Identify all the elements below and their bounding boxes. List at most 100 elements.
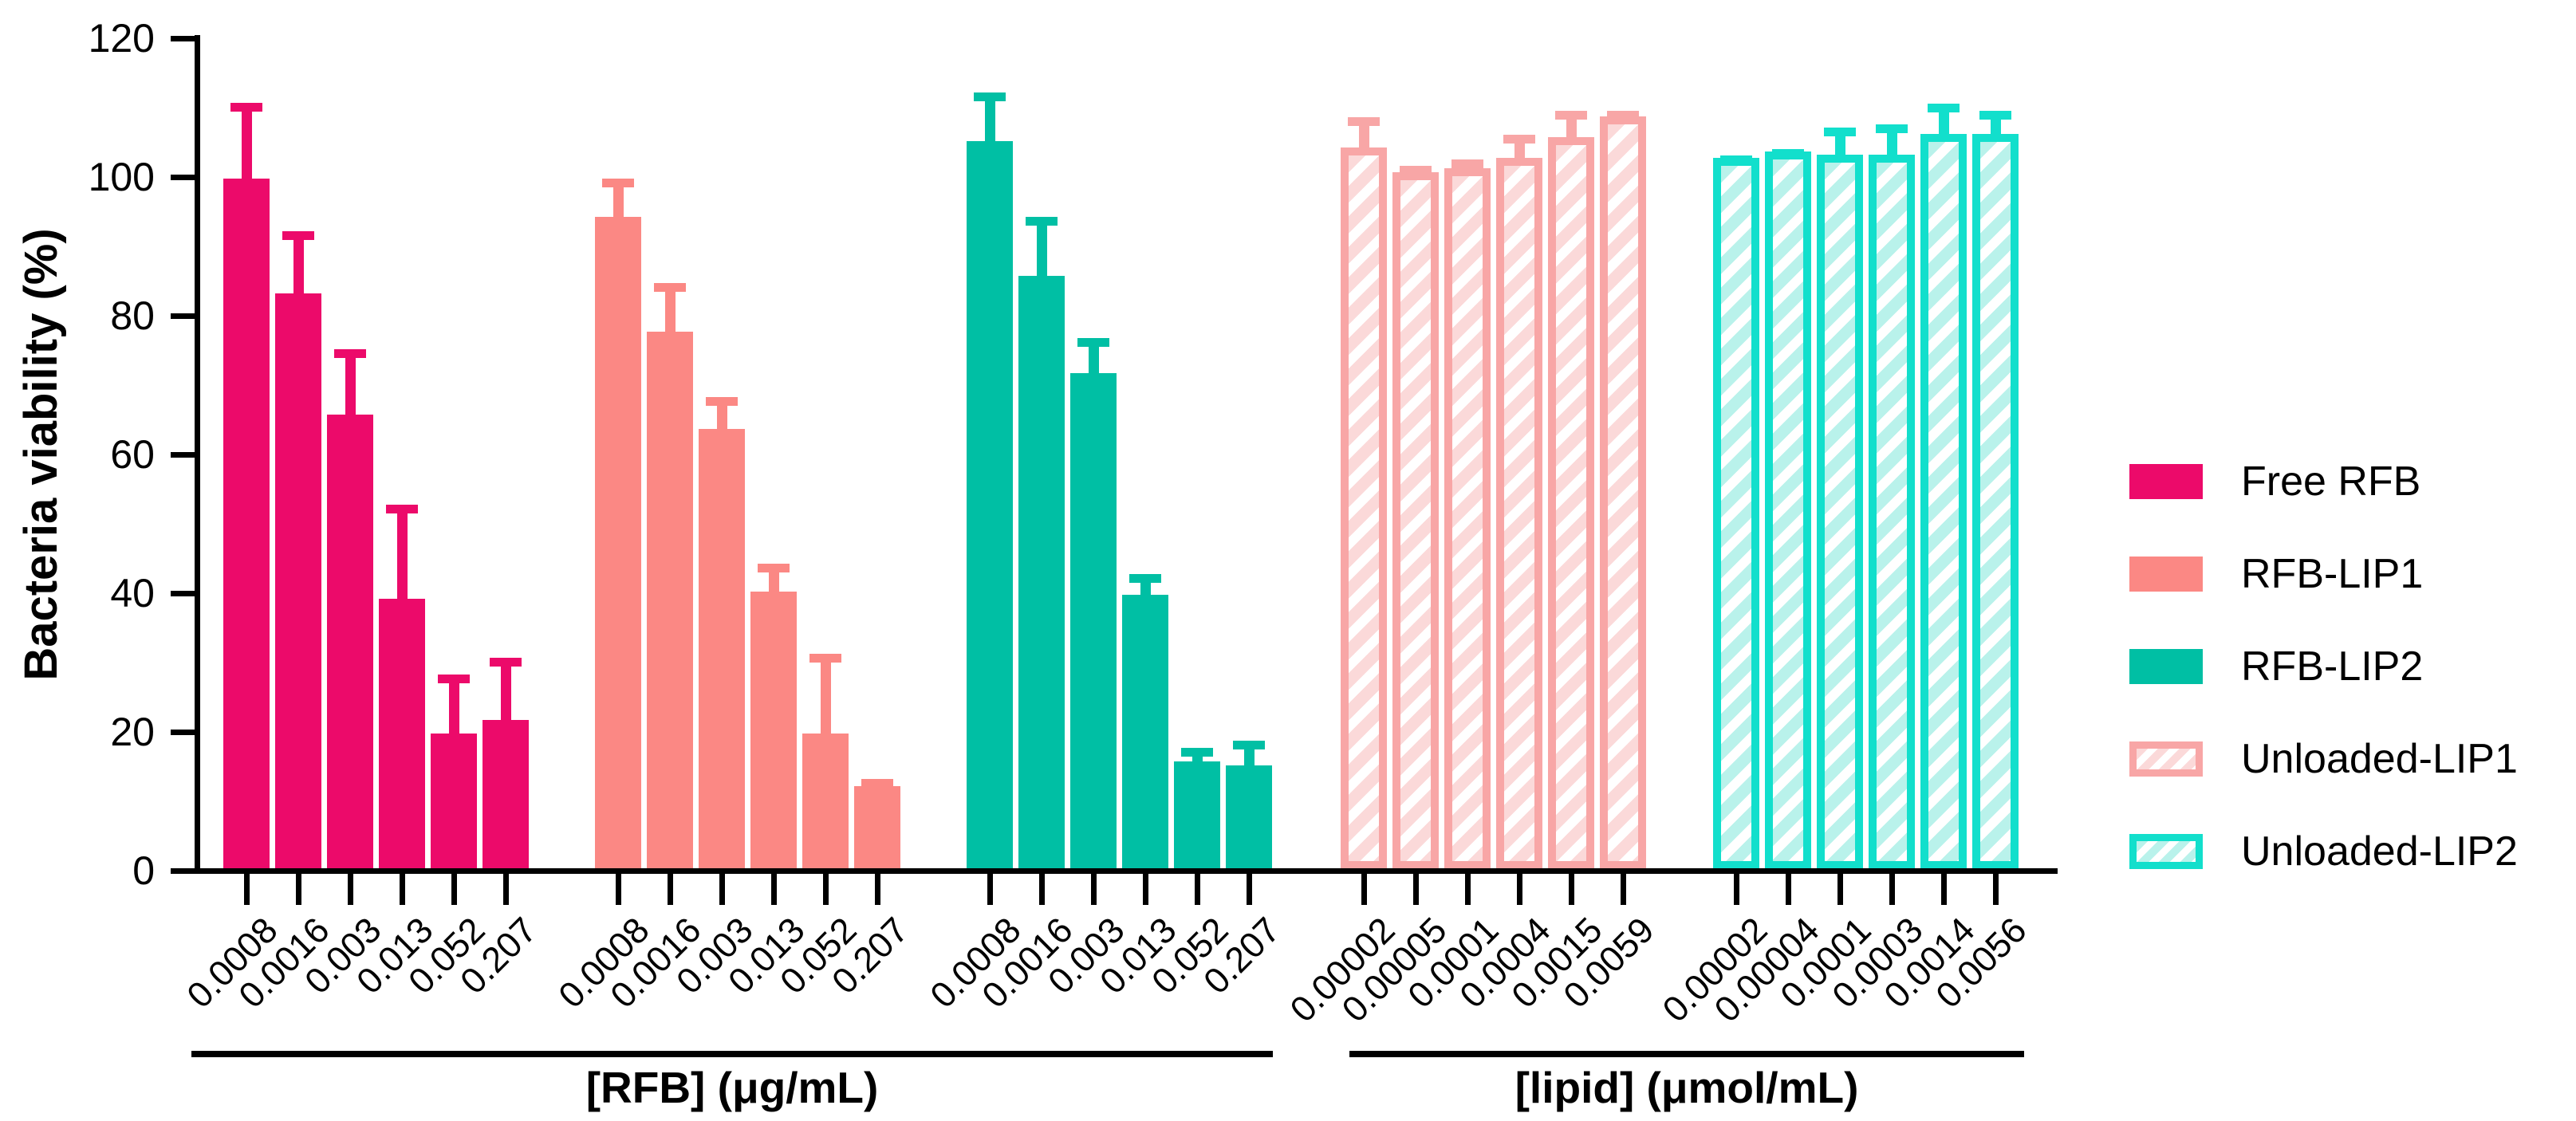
legend-row: RFB-LIP2 (2129, 643, 2518, 690)
legend-label: RFB-LIP1 (2241, 551, 2424, 597)
x-tick-mark (770, 873, 777, 905)
error-bar-stem (612, 179, 624, 218)
error-bar-cap (230, 102, 262, 112)
legend: Free RFB RFB-LIP1 RFB-LIP2 Unloaded-LIP1… (2129, 458, 2518, 875)
bar (1496, 135, 1542, 869)
x-tick-mark (1785, 873, 1791, 905)
bar-group-rfb-lip2 (967, 0, 1272, 869)
error-bar-cap (386, 505, 418, 514)
legend-swatch-rfb-lip1 (2129, 557, 2203, 592)
x-tick-mark (1412, 873, 1419, 905)
error-bar-stem (293, 230, 304, 293)
error-bar-cap (861, 778, 893, 788)
x-tick-mark (502, 873, 509, 905)
x-tick-mark (1038, 873, 1045, 905)
x-tick-mark (1361, 873, 1367, 905)
bar-group-unloaded-lip1 (1341, 0, 1646, 869)
error-bar-cap (974, 92, 1006, 101)
x-tick-mark (347, 873, 353, 905)
y-tick-label: 120 (88, 16, 155, 61)
bar (1122, 574, 1168, 869)
error-bar-stem (345, 348, 356, 415)
bar (223, 102, 270, 869)
y-tick-label: 0 (132, 848, 155, 893)
x-tick-mark (1246, 873, 1252, 905)
error-bar-cap (706, 397, 738, 407)
error-bar-stem (448, 675, 459, 734)
legend-label: Unloaded-LIP1 (2241, 736, 2518, 782)
bar-group-free-rfb (223, 0, 529, 869)
x-tick-mark (822, 873, 829, 905)
y-tick-label: 100 (88, 155, 155, 199)
error-bar-cap (282, 230, 314, 240)
bar (1765, 148, 1811, 869)
error-bar-stem (500, 657, 511, 720)
y-tick-label: 80 (110, 293, 155, 338)
y-tick-mark (171, 867, 196, 874)
bar (327, 348, 373, 869)
bar (1920, 103, 1967, 869)
x-tick-mark (1464, 873, 1471, 905)
error-bar-cap (1129, 574, 1161, 584)
bar (595, 179, 641, 869)
error-bar-stem (396, 505, 408, 599)
bar (431, 675, 477, 869)
error-bar-stem (984, 92, 995, 141)
y-tick-label: 60 (110, 432, 155, 477)
rfb-section-underline (191, 1051, 1273, 1057)
error-bar-cap (654, 282, 686, 292)
error-bar-cap (809, 654, 841, 663)
bar (699, 397, 745, 869)
error-bar-cap (1400, 166, 1432, 175)
x-tick-mark (1837, 873, 1843, 905)
bar (967, 92, 1013, 869)
bar (1174, 747, 1220, 869)
legend-row: RFB-LIP1 (2129, 550, 2518, 598)
legend-swatch-rfb-lip2 (2129, 649, 2203, 684)
x-tick-mark (615, 873, 621, 905)
x-tick-mark (1940, 873, 1947, 905)
legend-row: Free RFB (2129, 458, 2518, 505)
bar (1392, 166, 1439, 869)
x-tick-mark (243, 873, 250, 905)
bar (1600, 110, 1646, 869)
error-bar-cap (1233, 741, 1265, 750)
y-tick-mark (171, 729, 196, 735)
error-bar-cap (1451, 159, 1483, 168)
error-bar-stem (1938, 103, 1949, 142)
x-tick-mark (874, 873, 880, 905)
error-bar-cap (1824, 128, 1856, 137)
legend-row: Unloaded-LIP1 (2129, 735, 2518, 783)
bar (1972, 110, 2019, 869)
error-bar-cap (1348, 117, 1380, 127)
error-bar-cap (1979, 110, 2011, 120)
x-tick-mark (1992, 873, 1999, 905)
error-bar-cap (758, 564, 790, 573)
y-tick-label: 40 (110, 571, 155, 616)
error-bar-cap (1026, 217, 1058, 226)
error-bar-stem (1886, 124, 1897, 163)
legend-label: RFB-LIP2 (2241, 643, 2424, 690)
x-tick-mark (451, 873, 457, 905)
error-bar-cap (1181, 747, 1213, 757)
x-tick-mark (1090, 873, 1097, 905)
x-tick-mark (295, 873, 301, 905)
x-tick-mark (719, 873, 725, 905)
x-tick-mark (1194, 873, 1200, 905)
error-bar-cap (1077, 338, 1109, 348)
error-bar-cap (334, 348, 366, 358)
bar (1713, 155, 1759, 869)
legend-swatch-free-rfb (2129, 464, 2203, 499)
bar (1226, 741, 1272, 869)
x-tick-mark (1889, 873, 1895, 905)
error-bar-stem (820, 654, 831, 734)
y-tick-mark (171, 174, 196, 180)
error-bar-cap (1555, 110, 1587, 120)
error-bar-cap (1928, 103, 1960, 112)
error-bar-stem (1036, 217, 1047, 277)
error-bar-cap (438, 675, 470, 684)
error-bar-cap (1607, 110, 1639, 120)
error-bar-stem (241, 102, 252, 179)
bar (1070, 338, 1117, 869)
